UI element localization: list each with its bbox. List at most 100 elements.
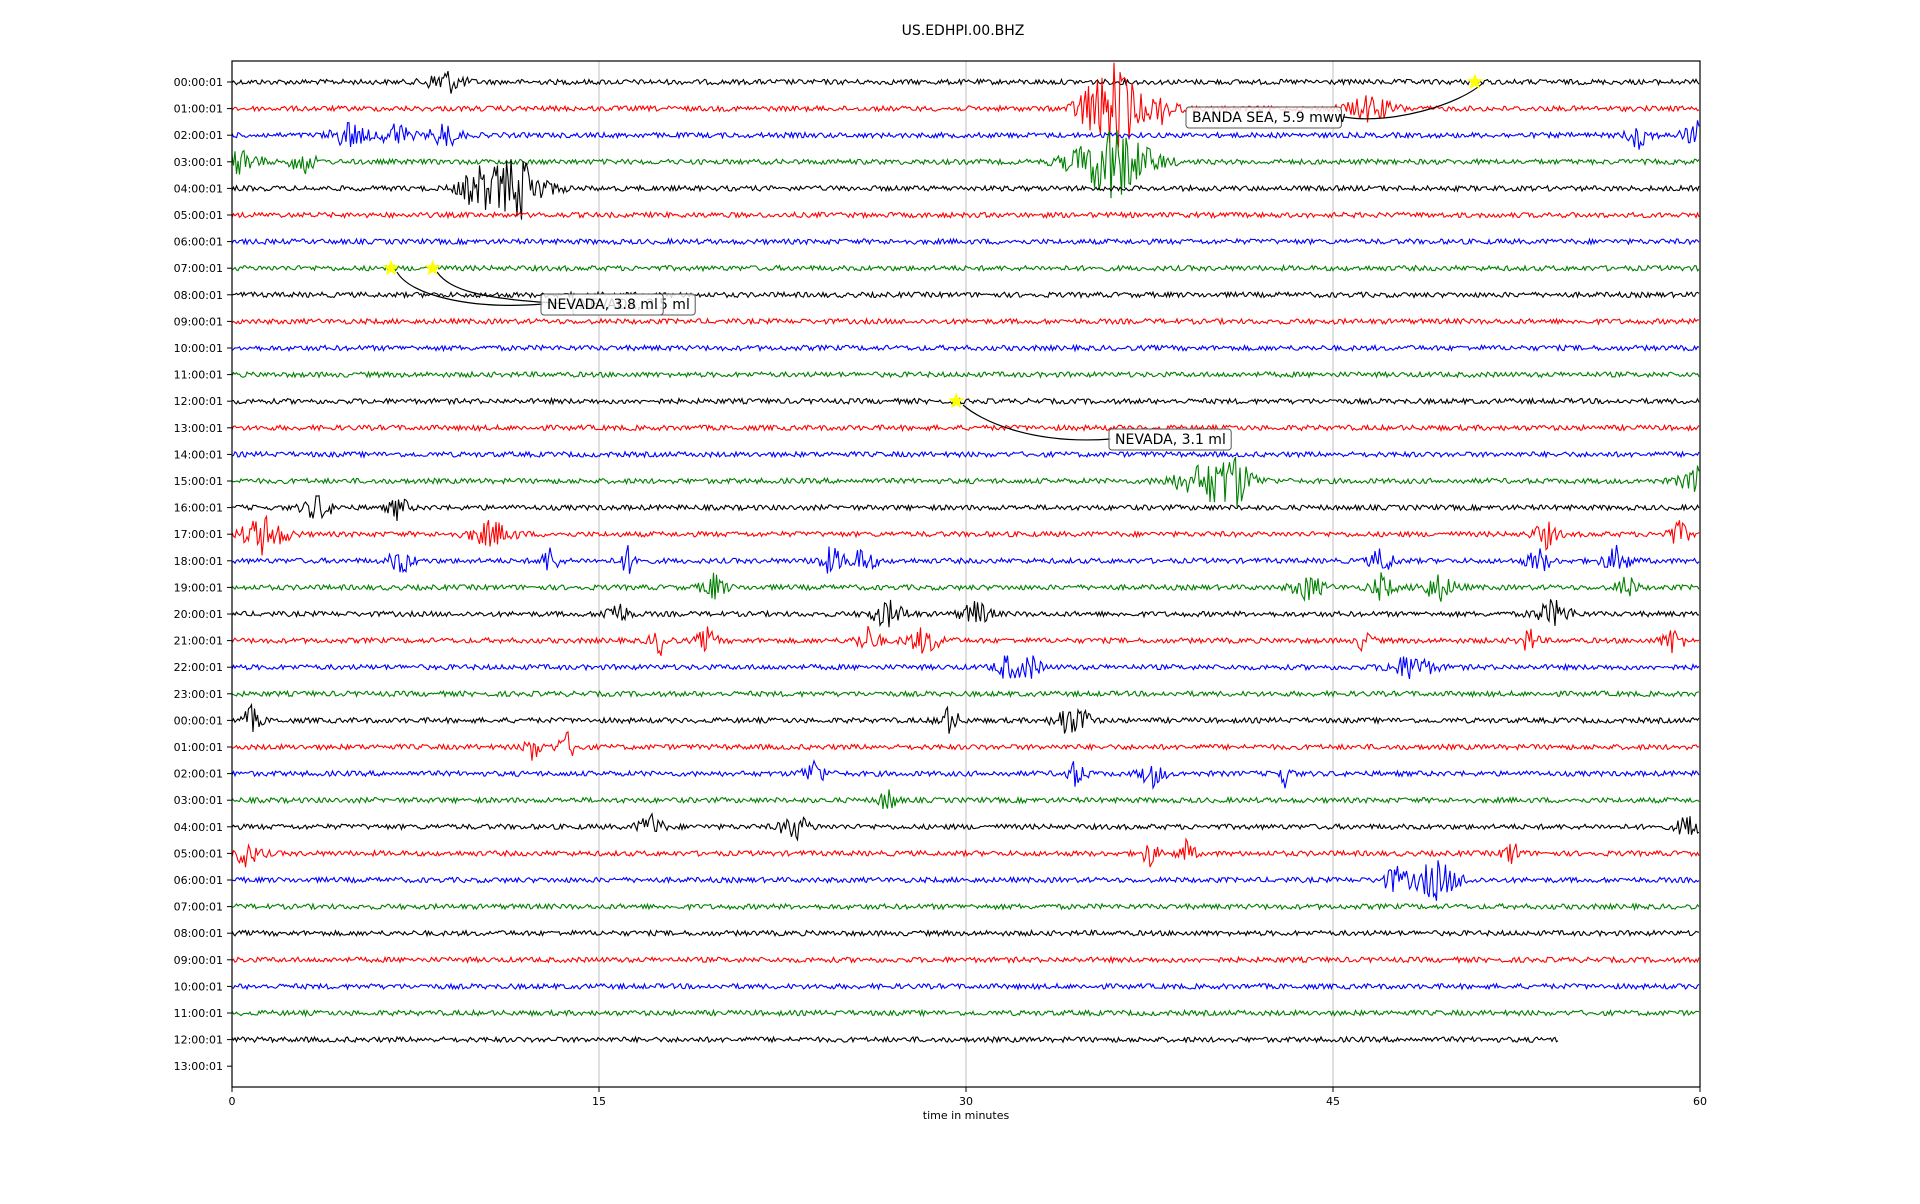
trace-line: [231, 263, 1700, 273]
annotation-label: BANDA SEA, 5.9 mww: [1192, 110, 1346, 126]
trace-lines: [231, 62, 1700, 1044]
trace-line: [231, 514, 1700, 556]
trace-line: [231, 625, 1700, 656]
trace-line: [231, 120, 1700, 150]
row-label: 14:00:01: [174, 448, 223, 461]
annotation-box: [540, 293, 664, 316]
row-label: 21:00:01: [174, 635, 223, 648]
trace-line: [231, 928, 1700, 938]
row-label: 02:00:01: [174, 768, 223, 781]
row-label: 07:00:01: [174, 901, 223, 914]
trace-line: [231, 450, 1700, 459]
trace-line: [231, 982, 1700, 991]
row-label: 15:00:01: [174, 475, 223, 488]
row-label: 00:00:01: [174, 714, 223, 727]
trace-line: [231, 759, 1700, 790]
trace-line: [231, 70, 1700, 94]
row-label: 08:00:01: [174, 289, 223, 302]
row-label: 20:00:01: [174, 608, 223, 621]
trace-line: [231, 130, 1700, 199]
plot-frame: [231, 60, 1701, 1088]
event-annotation: NEVADA, 3.8 ml: [396, 271, 664, 316]
row-label: 03:00:01: [174, 156, 223, 169]
trace-line: [231, 343, 1700, 353]
event-annotation: NEVADA, 3.1 ml: [962, 404, 1232, 451]
annotation-box: [1108, 428, 1232, 451]
row-label: 09:00:01: [174, 315, 223, 328]
row-label: 13:00:01: [174, 422, 223, 435]
x-tick-label: 60: [1693, 1095, 1707, 1108]
trace-line: [231, 423, 1700, 433]
row-label: 11:00:01: [174, 369, 223, 382]
annotation-connector: [962, 404, 1112, 441]
annotation-connector: [396, 271, 544, 306]
trace-line: [231, 370, 1700, 379]
trace-line: [232, 495, 1700, 521]
annotation-connector: [1343, 81, 1485, 120]
trace-line: [231, 159, 1700, 220]
row-label: 12:00:01: [174, 395, 223, 408]
trace-line: [231, 572, 1700, 602]
row-label: 16:00:01: [174, 502, 223, 515]
event-star-icon: [947, 392, 965, 409]
x-tick-label: 45: [1326, 1095, 1340, 1108]
trace-line: [231, 210, 1700, 220]
x-tick-label: 15: [592, 1095, 606, 1108]
x-tick-label: 30: [959, 1095, 973, 1108]
event-annotations: BANDA SEA, 5.9 mwwNEVADA, 3.5 mlNEVADA, …: [382, 73, 1485, 451]
chart-title: US.EDHPI.00.BHZ: [902, 23, 1025, 39]
row-label: 17:00:01: [174, 528, 223, 541]
trace-line: [231, 396, 1700, 406]
trace-line: [231, 599, 1699, 628]
row-label: 12:00:01: [174, 1034, 223, 1047]
row-label: 03:00:01: [174, 794, 223, 807]
trace-line: [231, 955, 1700, 965]
row-label: 01:00:01: [174, 103, 223, 116]
row-label: 11:00:01: [174, 1007, 223, 1020]
annotation-label: NEVADA, 3.1 ml: [1115, 432, 1226, 448]
row-label: 08:00:01: [174, 927, 223, 940]
trace-line: [231, 456, 1700, 507]
trace-line: [231, 316, 1700, 326]
row-label: 06:00:01: [174, 236, 223, 249]
row-label: 18:00:01: [174, 555, 223, 568]
row-label: 06:00:01: [174, 874, 223, 887]
row-label: 02:00:01: [174, 129, 223, 142]
row-label: 04:00:01: [174, 821, 223, 834]
event-star-icon: [424, 259, 441, 276]
trace-line: [231, 789, 1700, 809]
row-label: 01:00:01: [174, 741, 223, 754]
x-tick-label: 0: [229, 1095, 236, 1108]
trace-line: [231, 837, 1700, 868]
annotation-box: [1185, 106, 1342, 129]
row-label: 19:00:01: [174, 581, 223, 594]
event-star-icon: [382, 259, 400, 276]
gridlines: [598, 61, 1334, 1087]
x-axis-label: time in minutes: [923, 1109, 1010, 1122]
trace-line: [231, 290, 1700, 300]
x-axis-ticks: 0 15 30 45 60: [229, 1087, 1707, 1108]
row-label: 09:00:01: [174, 954, 223, 967]
trace-line: [231, 655, 1700, 680]
row-label: 05:00:01: [174, 847, 223, 860]
event-star-icon: [1466, 73, 1484, 90]
trace-line: [231, 902, 1700, 912]
trace-line: [231, 730, 1700, 761]
row-label: 10:00:01: [174, 980, 223, 993]
trace-line: [231, 237, 1700, 246]
row-label: 23:00:01: [174, 688, 223, 701]
row-label: 07:00:01: [174, 262, 223, 275]
trace-line: [231, 544, 1700, 574]
trace-line: [231, 812, 1700, 842]
row-label: 13:00:01: [174, 1060, 223, 1073]
trace-line: [231, 62, 1700, 148]
trace-line: [231, 702, 1700, 734]
event-annotation: BANDA SEA, 5.9 mww: [1185, 81, 1485, 129]
annotation-label: NEVADA, 3.8 ml: [547, 297, 658, 313]
trace-line: [231, 689, 1699, 699]
row-label: 04:00:01: [174, 182, 223, 195]
row-label: 22:00:01: [174, 661, 223, 674]
trace-line: [231, 1035, 1559, 1044]
